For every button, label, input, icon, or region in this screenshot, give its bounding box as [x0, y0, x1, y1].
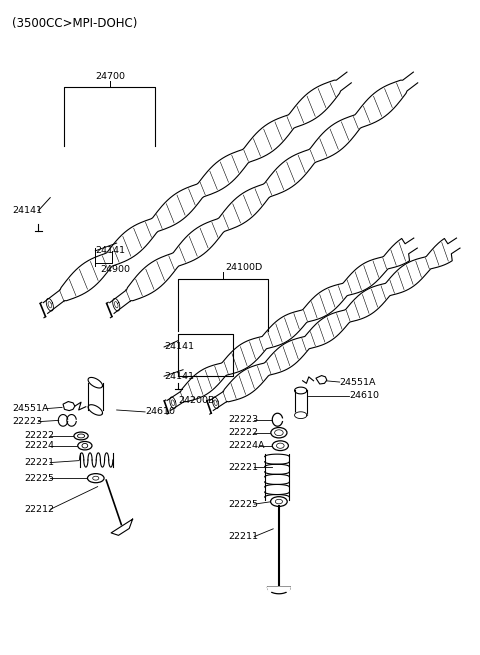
Ellipse shape — [74, 432, 88, 440]
Polygon shape — [316, 375, 327, 384]
Text: 22224A: 22224A — [228, 441, 264, 450]
Polygon shape — [295, 387, 307, 394]
Text: 24141: 24141 — [12, 206, 42, 215]
Polygon shape — [111, 519, 132, 535]
Text: 24200B: 24200B — [179, 396, 215, 405]
Polygon shape — [167, 238, 417, 411]
Text: 24100D: 24100D — [226, 263, 263, 272]
Ellipse shape — [271, 496, 287, 506]
Polygon shape — [63, 402, 75, 411]
Text: 22223: 22223 — [228, 415, 258, 424]
Polygon shape — [267, 588, 290, 594]
Text: 22223: 22223 — [12, 417, 42, 426]
Text: 22211: 22211 — [228, 532, 258, 541]
Ellipse shape — [93, 476, 99, 480]
Polygon shape — [210, 238, 460, 411]
Ellipse shape — [271, 428, 287, 438]
Polygon shape — [295, 412, 307, 419]
Text: 24551A: 24551A — [12, 404, 49, 413]
Text: 24141: 24141 — [96, 246, 125, 255]
Text: 24700: 24700 — [96, 71, 125, 81]
Text: 24610: 24610 — [349, 391, 379, 400]
Text: 24610: 24610 — [145, 407, 175, 417]
Polygon shape — [88, 377, 103, 388]
Text: 22212: 22212 — [24, 505, 54, 514]
Polygon shape — [88, 405, 103, 415]
Ellipse shape — [82, 443, 88, 448]
Text: 22222: 22222 — [24, 432, 54, 440]
Text: (3500CC>MPI-DOHC): (3500CC>MPI-DOHC) — [12, 17, 138, 30]
Polygon shape — [267, 588, 290, 594]
Text: 22225: 22225 — [24, 474, 54, 483]
Text: 22221: 22221 — [24, 458, 54, 467]
Ellipse shape — [87, 474, 104, 483]
Text: 24141: 24141 — [164, 371, 194, 381]
Ellipse shape — [77, 434, 84, 438]
Polygon shape — [43, 72, 351, 313]
Text: 22225: 22225 — [228, 500, 258, 509]
Ellipse shape — [276, 499, 282, 504]
Text: 24900: 24900 — [100, 265, 130, 274]
Text: 22221: 22221 — [228, 462, 258, 472]
Polygon shape — [110, 72, 418, 313]
Ellipse shape — [276, 443, 284, 448]
Text: 22222: 22222 — [228, 428, 258, 437]
Text: 22224: 22224 — [24, 441, 54, 450]
Ellipse shape — [272, 441, 288, 451]
Ellipse shape — [78, 441, 92, 450]
Ellipse shape — [275, 430, 283, 436]
Text: 24141: 24141 — [164, 343, 194, 352]
Text: 24551A: 24551A — [340, 377, 376, 386]
